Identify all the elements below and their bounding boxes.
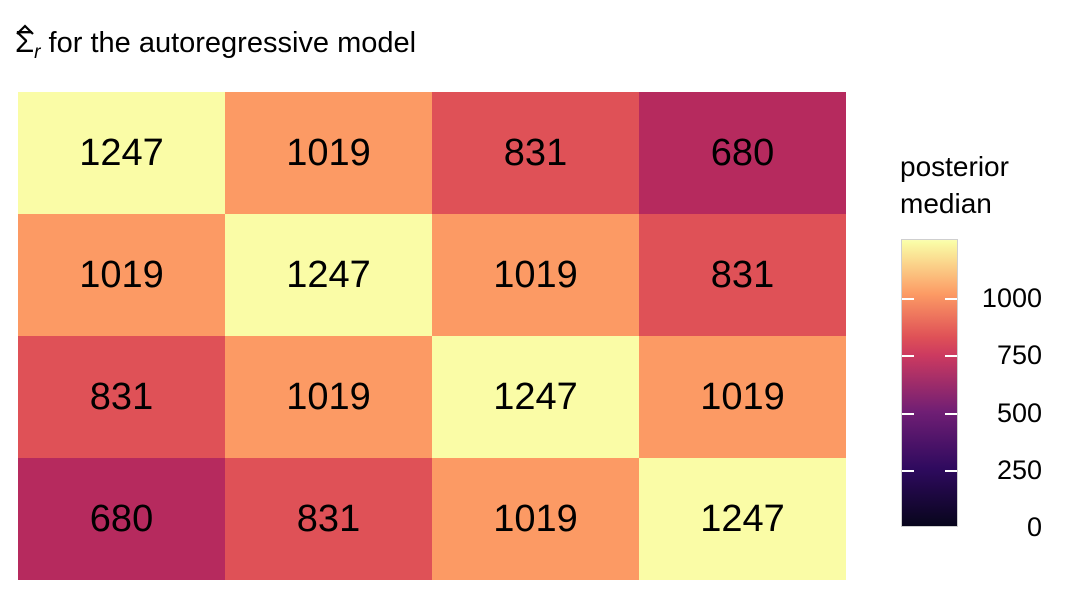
sigma-subscript: r [34,42,41,63]
heatmap-cell-value: 1019 [286,375,371,418]
title-text: for the autoregressive model [40,27,417,59]
heatmap-cell-r3c4: 1019 [639,336,846,458]
heatmap-cell-value: 1019 [493,497,578,540]
heatmap-cell-value: 1247 [286,253,371,296]
colorbar-tick-left-500 [902,412,914,415]
sigma-symbol: Σ [15,24,34,60]
colorbar-tick-left-750 [902,355,914,358]
heatmap-cell-r2c4: 831 [639,214,846,336]
colorbar-tick-left-1000 [902,298,914,301]
colorbar-tick-left-250 [902,469,914,472]
colorbar-tick-label-1000: 1000 [981,283,1042,314]
heatmap-cell-value: 831 [296,497,361,540]
legend-title-line1: posterior [900,151,1009,182]
plot-title: Σr for the autoregressive model [15,24,416,71]
heatmap-cell-value: 1247 [700,497,785,540]
heatmap-cell-value: 680 [710,131,775,174]
heatmap-cell-value: 1019 [79,253,164,296]
hat-icon [15,8,35,44]
heatmap-cell-value: 1247 [79,131,164,174]
heatmap-cell-r3c3: 1247 [432,336,639,458]
heatmap-cell-r2c2: 1247 [225,214,432,336]
heatmap-cell-r4c2: 831 [225,458,432,580]
heatmap-cell-value: 1247 [493,375,578,418]
colorbar-tick-right-250 [945,469,957,472]
heatmap-cell-r1c4: 680 [639,92,846,214]
heatmap-cell-value: 831 [503,131,568,174]
heatmap-cell-value: 680 [89,497,154,540]
heatmap-cell-r4c4: 1247 [639,458,846,580]
colorbar-tick-right-750 [945,355,957,358]
heatmap-cell-r4c1: 680 [18,458,225,580]
heatmap-grid: 1247 1019 831 680 1019 1247 1019 831 831 1019 1247… [18,92,846,580]
legend-title: posterior median [900,148,1009,222]
heatmap-cell-r3c1: 831 [18,336,225,458]
sigma-glyph: Σ [15,24,35,59]
legend-title-line2: median [900,188,992,219]
heatmap-cell-r1c2: 1019 [225,92,432,214]
heatmap-cell-value: 1019 [700,375,785,418]
heatmap-cell-value: 1019 [493,253,578,296]
heatmap-cell-r3c2: 1019 [225,336,432,458]
colorbar [901,239,958,527]
colorbar-tick-right-500 [945,412,957,415]
colorbar-tick-label-500: 500 [996,397,1042,428]
heatmap-cell-value: 1019 [286,131,371,174]
colorbar-tick-label-250: 250 [996,454,1042,485]
colorbar-tick-label-0: 0 [1026,512,1042,542]
heatmap-cell-r1c3: 831 [432,92,639,214]
heatmap-cell-value: 831 [89,375,154,418]
heatmap-cell-r2c1: 1019 [18,214,225,336]
heatmap-cell-r1c1: 1247 [18,92,225,214]
colorbar-tick-right-1000 [945,298,957,301]
heatmap-cell-value: 831 [710,253,775,296]
heatmap-cell-r2c3: 1019 [432,214,639,336]
heatmap-cell-r4c3: 1019 [432,458,639,580]
colorbar-tick-label-750: 750 [996,340,1042,371]
